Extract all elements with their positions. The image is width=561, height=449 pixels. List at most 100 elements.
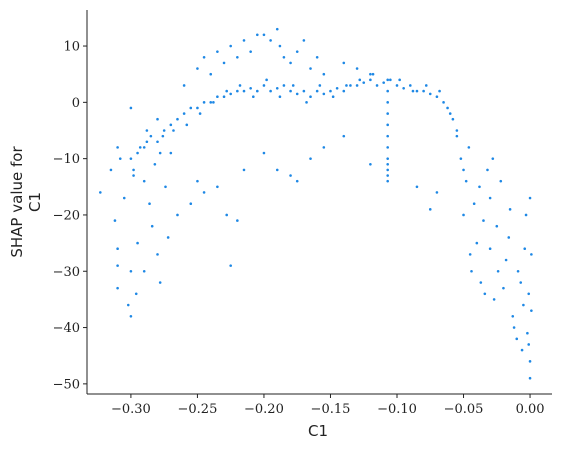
data-point	[134, 292, 138, 296]
data-point	[415, 89, 419, 93]
data-point	[415, 185, 419, 189]
data-point	[169, 123, 173, 127]
data-point	[486, 168, 489, 172]
data-point	[369, 72, 372, 76]
data-point	[136, 241, 139, 245]
x-axis-label: C1	[308, 422, 328, 440]
data-point	[515, 337, 519, 341]
data-point	[369, 162, 372, 166]
data-point	[164, 185, 167, 189]
data-point	[262, 151, 266, 155]
data-point	[369, 78, 372, 82]
data-point	[492, 298, 496, 301]
data-point	[145, 140, 149, 144]
data-point	[479, 281, 483, 284]
data-point	[156, 117, 159, 121]
data-point	[464, 179, 468, 183]
data-point	[229, 92, 232, 96]
data-point	[142, 269, 146, 273]
data-point	[126, 303, 130, 307]
data-point	[305, 101, 308, 104]
data-point	[459, 157, 463, 160]
data-point	[315, 89, 319, 93]
x-tick-label: −0.25	[178, 402, 218, 417]
data-point	[182, 112, 186, 115]
data-point	[358, 78, 362, 82]
data-point	[129, 314, 133, 318]
data-point	[189, 106, 193, 110]
data-point	[315, 55, 319, 59]
data-point	[291, 84, 295, 87]
y-tick-label: −40	[53, 321, 80, 336]
data-point	[491, 157, 495, 160]
data-point	[428, 92, 432, 96]
data-point	[455, 134, 459, 138]
data-point	[275, 86, 279, 90]
data-point	[386, 162, 389, 166]
data-point	[116, 146, 119, 149]
data-point	[132, 168, 135, 172]
data-point	[355, 84, 359, 87]
data-point	[386, 146, 389, 149]
data-point	[302, 89, 306, 93]
data-point	[329, 89, 332, 93]
data-point	[488, 247, 492, 251]
data-point	[295, 92, 299, 96]
data-point	[528, 196, 532, 200]
data-point	[202, 55, 206, 59]
data-point	[216, 95, 219, 99]
data-point	[472, 202, 476, 205]
data-point	[269, 39, 272, 42]
data-point	[113, 219, 117, 222]
data-point	[435, 191, 439, 194]
y-tick-label: 0	[72, 96, 80, 111]
data-point	[225, 89, 228, 93]
data-point	[118, 157, 122, 160]
data-point	[289, 61, 292, 65]
data-point	[172, 129, 175, 132]
data-point	[242, 168, 246, 172]
data-point	[495, 224, 499, 228]
data-point	[278, 95, 282, 99]
data-point	[302, 39, 306, 42]
y-tick-label: 10	[63, 40, 80, 55]
data-point	[526, 331, 529, 335]
data-point	[182, 84, 186, 87]
data-point	[265, 78, 268, 82]
data-point	[275, 27, 279, 31]
data-point	[335, 86, 339, 90]
data-point	[222, 61, 226, 65]
data-point	[169, 151, 173, 155]
data-point	[229, 44, 232, 48]
data-point	[435, 95, 439, 99]
data-point	[422, 89, 425, 93]
data-point	[345, 84, 348, 87]
data-point	[322, 72, 326, 76]
data-point	[528, 360, 532, 363]
data-point	[409, 84, 412, 87]
data-point	[462, 168, 465, 172]
data-point	[145, 129, 149, 132]
data-point	[386, 101, 389, 104]
data-point	[386, 134, 389, 138]
data-point	[149, 134, 153, 138]
data-point	[242, 89, 246, 93]
data-point	[129, 106, 133, 110]
data-point	[475, 241, 479, 245]
data-point	[342, 61, 346, 65]
y-tick-label: −50	[53, 377, 80, 392]
data-point	[355, 67, 359, 70]
y-tick-label: −10	[53, 152, 80, 167]
y-axis-label: SHAP value for	[8, 146, 26, 258]
y-tick-label: −20	[53, 208, 80, 223]
data-point	[122, 196, 126, 200]
data-point	[196, 67, 199, 70]
data-point	[322, 146, 326, 149]
data-point	[282, 55, 286, 59]
y-tick-label: −30	[53, 265, 80, 280]
data-point	[156, 140, 159, 144]
data-point	[202, 191, 206, 194]
data-point	[262, 84, 266, 87]
data-point	[209, 101, 213, 104]
data-point	[386, 157, 389, 160]
